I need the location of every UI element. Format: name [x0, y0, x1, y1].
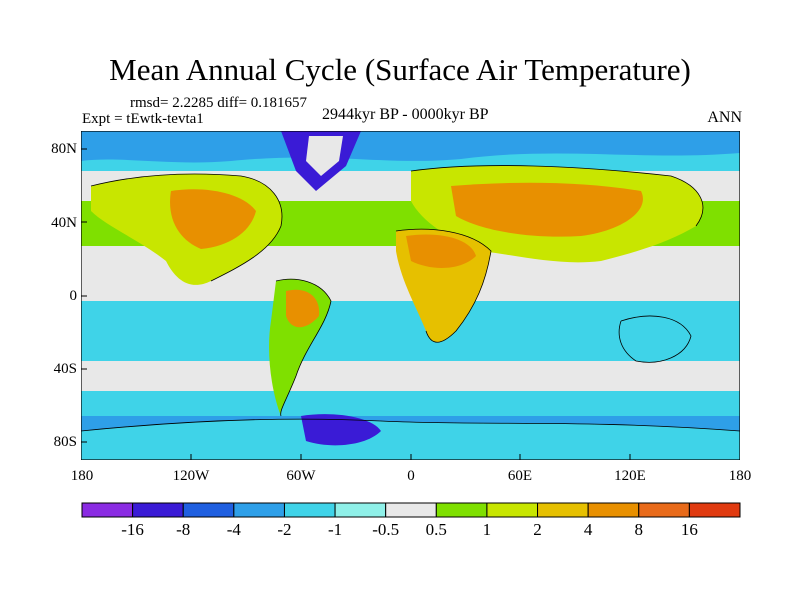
lon-tick-120e: 120E — [614, 468, 646, 484]
legend-swatch — [385, 502, 437, 518]
lat-tick-40n: 40N — [51, 215, 77, 231]
rmsd-stats: rmsd= 2.2285 diff= 0.181657 — [130, 95, 308, 111]
lat-tick-0: 0 — [69, 288, 78, 304]
legend-swatch — [81, 502, 134, 518]
experiment-label: Expt = tEwtk-tevta1 — [82, 111, 204, 127]
legend-swatch — [182, 502, 235, 518]
legend-swatch — [638, 502, 690, 518]
legend-swatch — [283, 502, 336, 518]
legend-label: -8 — [176, 520, 191, 539]
legend-label: 8 — [634, 520, 644, 539]
legend-swatch — [334, 502, 387, 518]
season-label: ANN — [707, 109, 742, 126]
legend-label: -1 — [327, 520, 343, 539]
legend-label: -4 — [226, 520, 241, 539]
legend-label: 16 — [680, 520, 698, 539]
color-legend — [81, 502, 741, 518]
legend-label: -2 — [277, 520, 292, 539]
legend-swatch — [435, 502, 488, 518]
lon-tick-60w: 60W — [286, 468, 316, 484]
lat-tick-80s: 80S — [53, 434, 77, 450]
legend-label: 0.5 — [425, 520, 447, 539]
legend-swatch — [233, 502, 285, 518]
legend-label: 4 — [583, 520, 593, 539]
lon-tick-0: 0 — [407, 468, 415, 484]
lat-tick-80n: 80N — [51, 141, 77, 157]
period-label: 2944kyr BP - 0000kyr BP — [322, 106, 489, 123]
lon-tick-180e: 180 — [728, 468, 752, 484]
antarctica — [81, 419, 740, 460]
legend-swatch — [486, 502, 539, 518]
lon-tick-60e: 60E — [507, 468, 533, 484]
chart-title: Mean Annual Cycle (Surface Air Temperatu… — [109, 52, 691, 87]
legend-label: 1 — [482, 520, 492, 539]
lon-tick-180w: 180 — [70, 468, 94, 484]
lon-tick-120w: 120W — [172, 468, 210, 484]
lat-tick-40s: 40S — [53, 361, 77, 377]
australia — [619, 316, 691, 363]
legend-swatch — [132, 502, 184, 518]
legend-swatch — [587, 502, 640, 518]
legend-label: -0.5 — [372, 520, 400, 539]
legend-label: -16 — [121, 520, 144, 539]
temperature-map — [81, 131, 740, 460]
legend-label: 2 — [533, 520, 542, 539]
legend-swatch — [688, 502, 741, 518]
legend-swatch — [537, 502, 589, 518]
